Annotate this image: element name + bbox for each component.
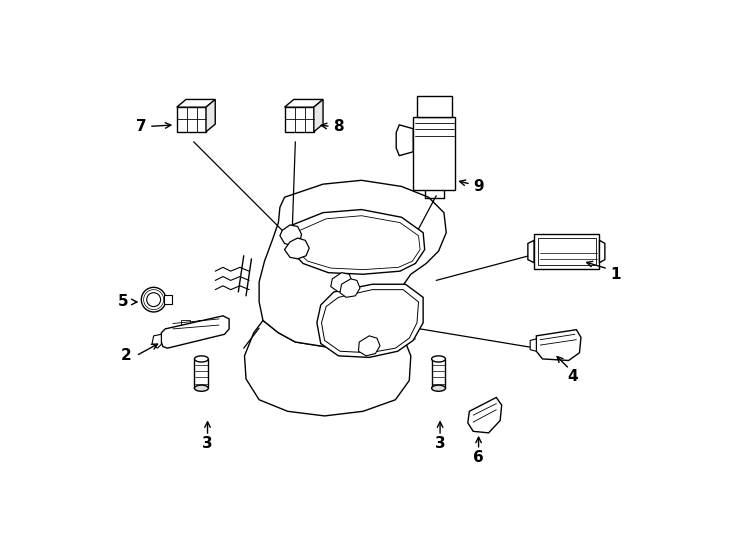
Polygon shape	[317, 284, 423, 357]
Text: 8: 8	[333, 119, 344, 134]
Bar	[427, 100, 438, 110]
Text: 6: 6	[473, 450, 484, 465]
Bar	[570, 242, 580, 249]
Polygon shape	[534, 234, 600, 269]
Polygon shape	[285, 238, 309, 259]
Bar	[198, 320, 208, 327]
Text: 7: 7	[136, 119, 147, 134]
Text: 3: 3	[203, 436, 213, 451]
Polygon shape	[530, 339, 537, 351]
Polygon shape	[280, 225, 302, 246]
Text: 4: 4	[567, 369, 578, 384]
Bar	[164, 295, 172, 304]
Bar	[194, 121, 203, 130]
Ellipse shape	[432, 385, 446, 392]
Ellipse shape	[195, 356, 208, 362]
Bar	[556, 242, 567, 249]
Polygon shape	[358, 336, 380, 356]
Text: 5: 5	[117, 294, 128, 309]
Polygon shape	[177, 107, 206, 132]
Bar	[432, 359, 446, 388]
Text: 2: 2	[120, 348, 131, 363]
Ellipse shape	[195, 385, 208, 392]
Polygon shape	[177, 99, 215, 107]
Polygon shape	[331, 273, 352, 292]
Polygon shape	[244, 320, 411, 416]
Polygon shape	[600, 240, 605, 262]
Circle shape	[142, 287, 166, 312]
Text: 9: 9	[473, 179, 484, 194]
Polygon shape	[537, 330, 581, 361]
Polygon shape	[206, 99, 215, 132]
Polygon shape	[396, 125, 413, 156]
Polygon shape	[285, 210, 425, 274]
Polygon shape	[528, 240, 534, 262]
Polygon shape	[285, 107, 314, 132]
Polygon shape	[259, 180, 446, 347]
Polygon shape	[413, 117, 456, 190]
Polygon shape	[314, 99, 323, 132]
Ellipse shape	[432, 356, 446, 362]
Polygon shape	[152, 334, 161, 348]
Polygon shape	[417, 96, 451, 117]
Polygon shape	[468, 397, 501, 433]
Polygon shape	[285, 99, 323, 107]
Bar	[181, 320, 190, 327]
Bar	[302, 121, 310, 130]
Polygon shape	[340, 279, 360, 298]
Text: 3: 3	[435, 436, 446, 451]
Bar	[195, 359, 208, 388]
Bar	[542, 242, 553, 249]
Text: 1: 1	[611, 267, 621, 282]
Polygon shape	[161, 316, 229, 348]
